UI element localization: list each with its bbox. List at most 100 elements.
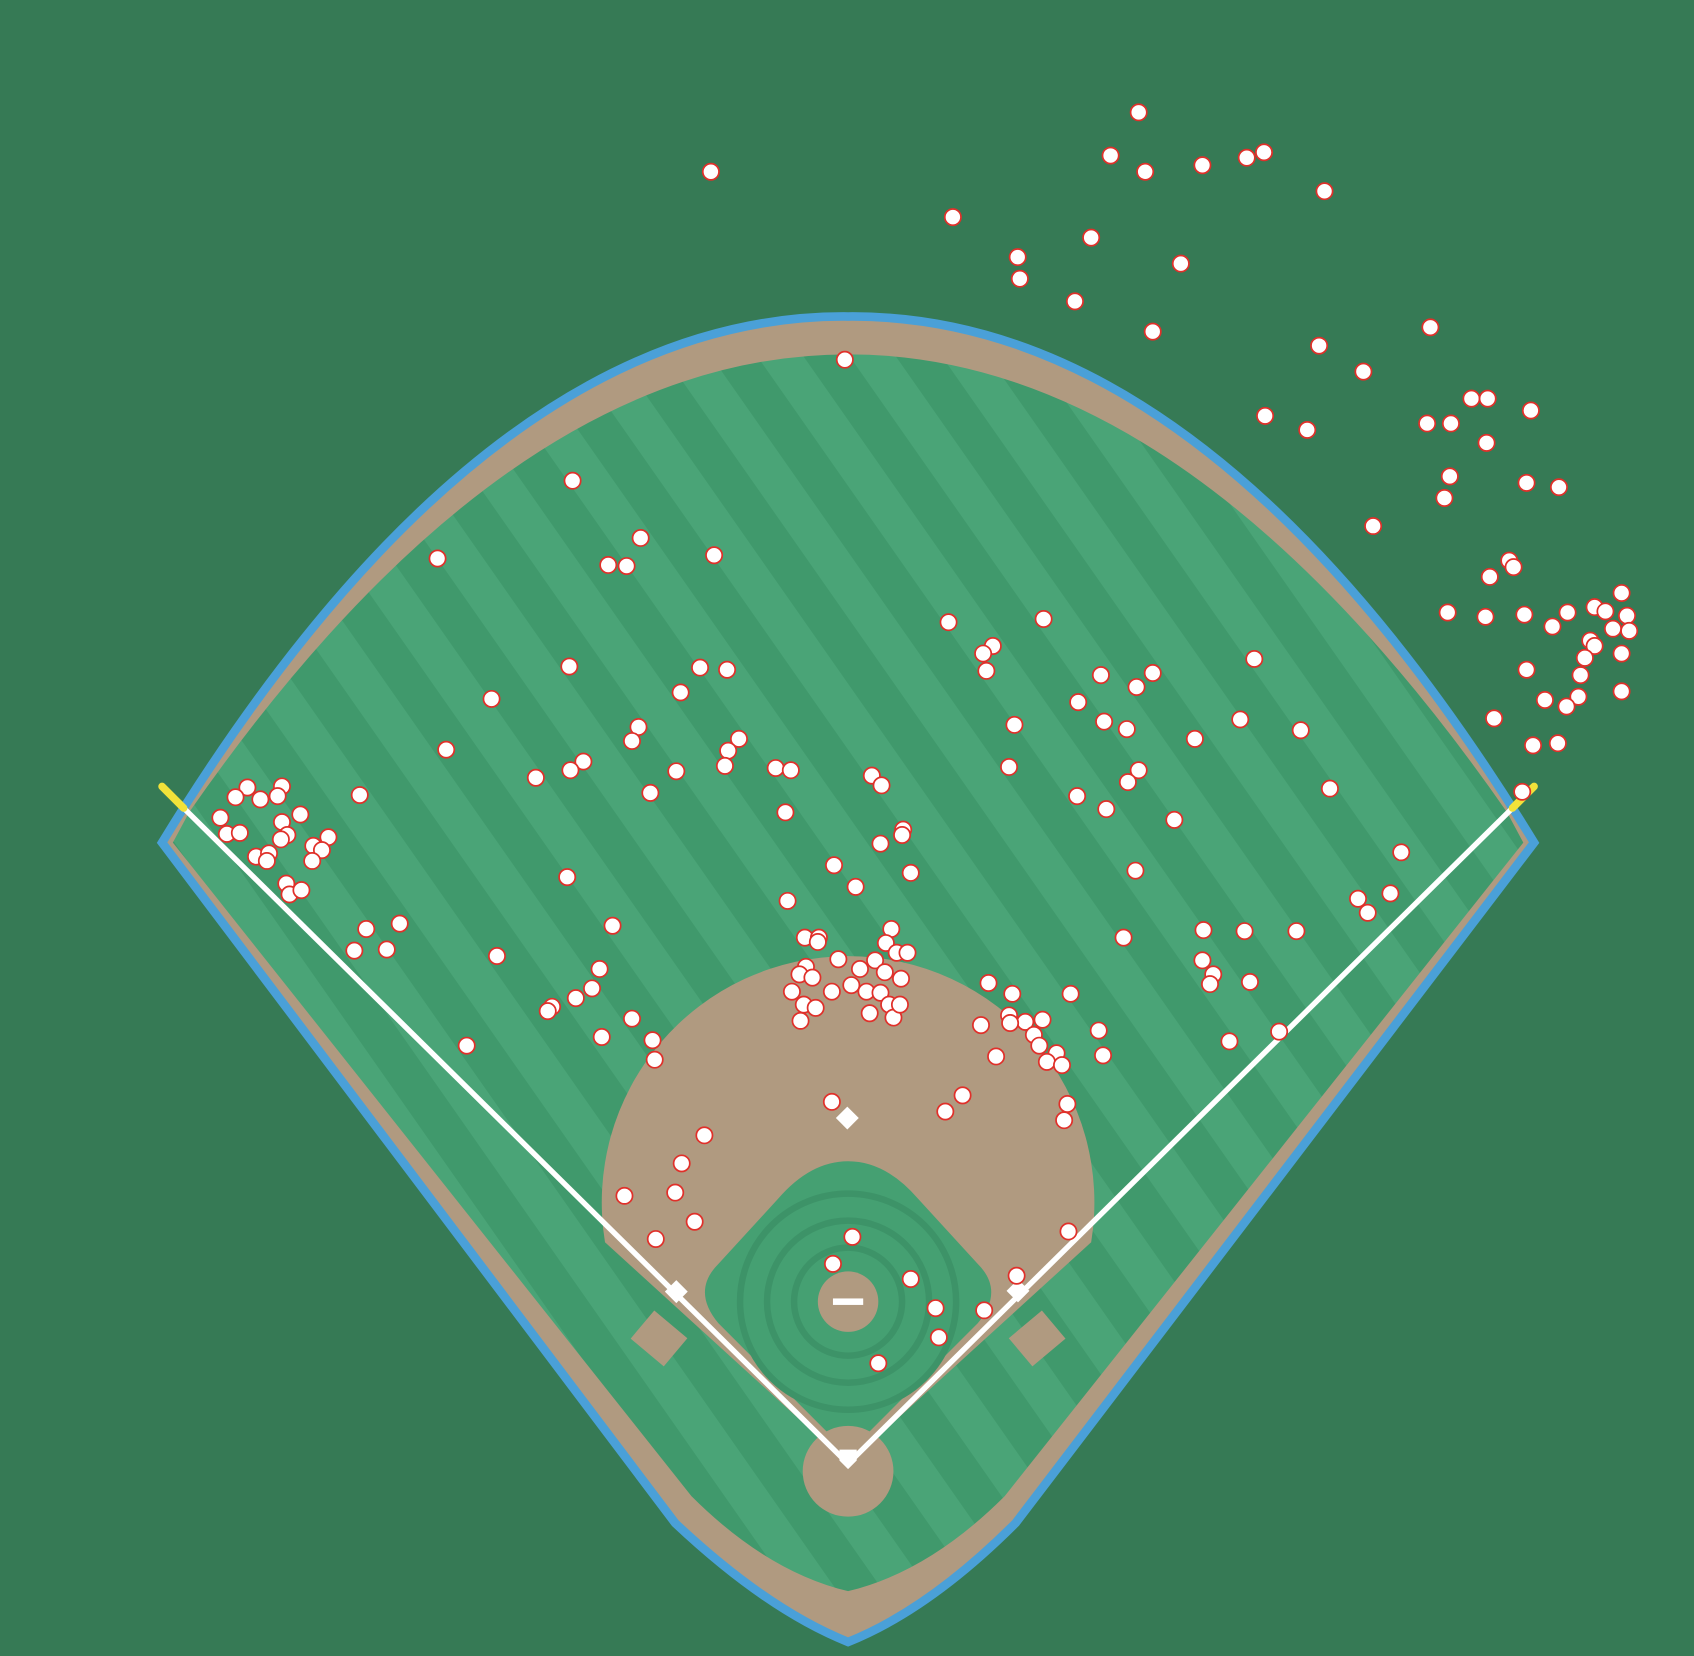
hit-point: [936, 1102, 955, 1121]
hit-point: [1001, 1014, 1020, 1032]
hit-point: [1143, 664, 1162, 682]
hit-point: [1185, 729, 1204, 748]
hit-point: [1059, 1222, 1078, 1241]
hit-point: [292, 881, 311, 900]
hit-point: [808, 932, 827, 951]
hit-point: [603, 916, 622, 935]
hit-point: [718, 660, 737, 679]
hit-point: [1235, 922, 1254, 941]
hit-point: [719, 741, 738, 760]
hit-point: [1008, 248, 1027, 267]
hit-point: [890, 995, 909, 1014]
hit-point: [1349, 889, 1367, 908]
bases: [664, 1106, 1030, 1470]
hit-point: [1557, 697, 1576, 716]
hit-point: [646, 1230, 665, 1248]
hit-point: [1193, 951, 1212, 970]
hit-point: [291, 805, 310, 824]
hit-point: [1517, 660, 1536, 679]
hit-point: [390, 914, 409, 933]
hit-point: [437, 740, 456, 759]
hit-point: [1033, 1010, 1052, 1029]
hit-point: [1089, 1021, 1108, 1040]
hit-point: [1094, 1046, 1113, 1065]
hit-point: [1005, 715, 1024, 734]
hit-point: [377, 940, 396, 959]
hit-point: [1535, 691, 1554, 709]
hit-point: [872, 776, 891, 795]
hit-point: [487, 947, 506, 965]
hit-point: [590, 960, 609, 978]
hit-point: [1585, 637, 1604, 655]
hit-point: [560, 657, 579, 676]
hit-point: [778, 891, 797, 910]
hit-point: [1101, 146, 1120, 165]
hit-point: [1143, 322, 1162, 341]
hit-point: [1007, 1266, 1026, 1285]
hit-point: [1315, 182, 1334, 201]
hit-point: [1478, 389, 1497, 408]
hit-point: [623, 1009, 641, 1028]
hit-point: [977, 661, 996, 680]
hit-point: [766, 759, 785, 778]
hit-point: [806, 998, 825, 1017]
hit-point: [892, 969, 910, 988]
hit-point: [350, 786, 369, 805]
hit-point: [1058, 1095, 1077, 1113]
hit-point: [1255, 143, 1273, 162]
hit-point: [428, 549, 447, 568]
hit-point: [1118, 773, 1137, 792]
hit-point: [1003, 984, 1022, 1003]
hit-point: [566, 989, 585, 1008]
hit-point: [803, 968, 822, 987]
coach-box: [630, 1310, 688, 1367]
hit-point: [1129, 761, 1148, 780]
hit-point: [1095, 712, 1114, 731]
hit-point: [623, 732, 641, 751]
hit-point: [1097, 800, 1116, 819]
hit-point: [1126, 861, 1145, 880]
hit-point: [1165, 810, 1184, 829]
hit-point: [561, 761, 580, 780]
hit-point: [1291, 721, 1310, 740]
hit-point: [226, 788, 245, 807]
hit-point: [1068, 787, 1087, 806]
hit-point: [1000, 758, 1019, 776]
hit-point: [975, 1301, 994, 1320]
hit-point: [1575, 648, 1594, 667]
hit-point: [1421, 318, 1440, 337]
hit-point: [1136, 162, 1155, 181]
hit-point: [482, 689, 501, 708]
hit-point: [1320, 779, 1339, 798]
hit-point: [1201, 975, 1219, 994]
hit-point: [1193, 156, 1212, 175]
hit-point: [1612, 682, 1631, 701]
hit-point: [251, 790, 270, 809]
hit-point: [1065, 292, 1084, 311]
hit-point: [871, 983, 890, 1002]
hit-point: [615, 1186, 634, 1205]
hit-point: [979, 974, 998, 992]
hit-point: [823, 1254, 842, 1273]
hit-point: [631, 528, 650, 547]
hit-point: [1612, 644, 1631, 663]
hit-point: [850, 960, 869, 978]
hit-point: [926, 1299, 945, 1318]
hit-point: [303, 851, 322, 870]
hit-point: [953, 1086, 972, 1105]
hit-point: [691, 658, 710, 677]
hit-point: [835, 350, 854, 369]
hit-point: [1513, 782, 1532, 801]
hit-point: [685, 1212, 704, 1231]
hit-point: [1435, 489, 1454, 507]
hit-point: [776, 803, 795, 822]
hit-point: [230, 823, 249, 842]
hit-point: [869, 1354, 888, 1373]
hit-point: [238, 778, 257, 797]
hit-point: [1129, 103, 1148, 122]
hit-point: [1270, 1022, 1289, 1041]
hit-point: [357, 920, 376, 938]
hit-point: [1618, 606, 1636, 625]
hit-point: [1392, 843, 1411, 862]
